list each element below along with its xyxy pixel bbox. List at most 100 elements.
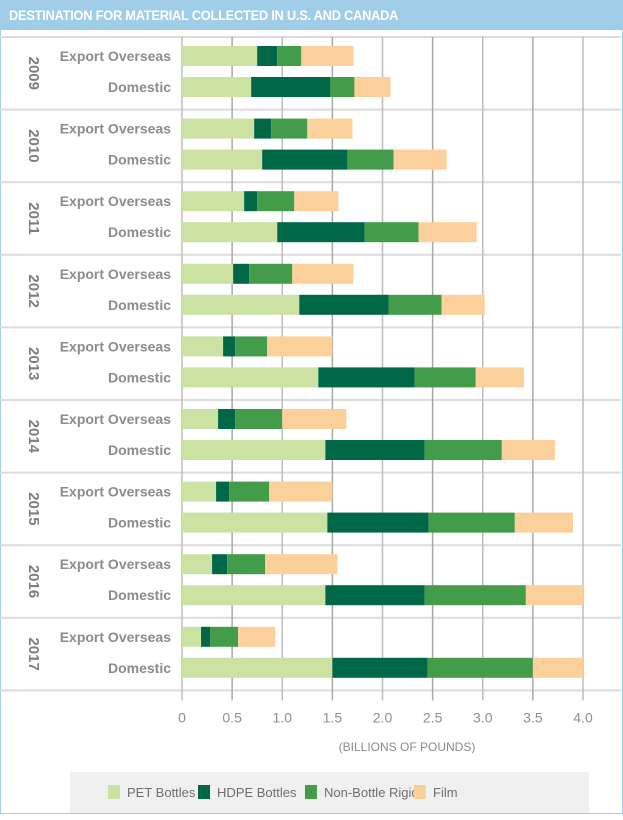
x-tick-label: 0 [178, 709, 186, 725]
legend-label: Film [433, 785, 458, 800]
bar-segment [182, 585, 326, 606]
bar-segment [325, 440, 425, 460]
x-axis: 0 0.5 1.0 1.5 2.0 2.5 3.0 3.5 4.0 [178, 709, 593, 725]
legend-label: HDPE Bottles [217, 785, 297, 800]
category-label: Export Overseas [60, 121, 171, 137]
year-label: 2016 [25, 565, 42, 598]
bar-segment [307, 118, 353, 139]
x-tick-label: 2.0 [373, 709, 393, 725]
bar-segment [318, 367, 415, 388]
bar-segment [218, 409, 236, 429]
x-tick-label: 0.5 [222, 709, 242, 725]
year-label: 2015 [25, 492, 42, 525]
bar-segment [277, 222, 365, 243]
legend-swatch [305, 785, 317, 799]
bar-segment [525, 585, 583, 606]
bar-segment [182, 336, 224, 357]
bar-segment [201, 626, 211, 647]
bar-segment [428, 512, 515, 533]
bar-segment [267, 336, 333, 357]
bar-segment [210, 626, 239, 647]
year-label: 2017 [25, 637, 42, 670]
category-label: Export Overseas [60, 338, 171, 354]
bar-segment [251, 77, 331, 97]
category-label: Domestic [108, 297, 171, 313]
bar-segment [262, 149, 348, 170]
chart-title: DESTINATION FOR MATERIAL COLLECTED IN U.… [9, 7, 399, 23]
legend-swatch [414, 785, 426, 799]
x-axis-title: (BILLIONS OF POUNDS) [339, 740, 476, 754]
bar-segment [427, 657, 533, 678]
bar-segment [182, 118, 255, 139]
bar-segment [265, 554, 338, 575]
bar-segment [182, 222, 278, 243]
category-label: Domestic [108, 152, 171, 168]
bar-segment [182, 657, 333, 678]
bar-segment [182, 409, 219, 429]
x-tick-label: 1.0 [273, 709, 293, 725]
bar-segment [182, 191, 245, 212]
bar-segment [325, 585, 425, 606]
bar-segment [294, 191, 339, 212]
legend-label: Non-Bottle Rigids [324, 785, 426, 800]
legend-label: PET Bottles [127, 785, 196, 800]
bar-segment [424, 440, 502, 460]
year-label: 2012 [25, 274, 42, 307]
bar-segment [257, 46, 278, 66]
category-label: Export Overseas [60, 266, 171, 282]
legend: PET Bottles HDPE Bottles Non-Bottle Rigids… [108, 785, 458, 800]
bar-segment [212, 554, 228, 575]
bar-segment [182, 512, 328, 533]
bar-segment [254, 118, 272, 139]
category-label: Domestic [108, 442, 171, 458]
legend-background [70, 772, 589, 813]
x-tick-label: 3.5 [523, 709, 543, 725]
bar-segment [182, 440, 326, 460]
bar-segment [269, 481, 333, 502]
bar-segment [347, 149, 394, 170]
x-tick-label: 1.5 [323, 709, 343, 725]
bar-segment [292, 263, 354, 284]
bar-segment [182, 46, 258, 66]
bar-segment [223, 336, 236, 357]
bar-segment [354, 77, 391, 97]
x-tick-label: 3.0 [473, 709, 493, 725]
bar-segment [330, 77, 355, 97]
bar-segment [414, 367, 476, 388]
bar-segment [301, 46, 354, 66]
legend-swatch [108, 785, 120, 799]
bar-segment [182, 149, 263, 170]
year-label: 2014 [25, 420, 42, 454]
bar-segment [282, 409, 347, 429]
bar-segment [182, 626, 202, 647]
bar-segment [235, 336, 268, 357]
bar-segment [327, 512, 429, 533]
title-bar: DESTINATION FOR MATERIAL COLLECTED IN U.… [0, 0, 623, 30]
legend-swatch [198, 785, 210, 799]
bar-segment [182, 554, 213, 575]
bar-segment [235, 409, 283, 429]
bar-segment [227, 554, 266, 575]
bar-segment [388, 294, 442, 315]
bar-segment [216, 481, 230, 502]
category-label: Export Overseas [60, 556, 171, 572]
bar-segment [182, 481, 217, 502]
year-label: 2010 [25, 129, 42, 162]
year-label: 2011 [25, 202, 42, 235]
bar-segment [299, 294, 389, 315]
bar-segment [393, 149, 447, 170]
bar-segment [441, 294, 485, 315]
bar-segment [244, 191, 258, 212]
bar-segment [249, 263, 293, 284]
bar-segment [475, 367, 524, 388]
bar-segment [332, 657, 428, 678]
x-tick-label: 4.0 [573, 709, 593, 725]
category-label: Export Overseas [60, 48, 171, 64]
x-tick-label: 2.5 [423, 709, 443, 725]
bar-segment [532, 657, 583, 678]
labels-layer: 2009 Export Overseas Domestic 2010 Export Ov… [25, 48, 171, 676]
category-label: Export Overseas [60, 484, 171, 500]
category-label: Export Overseas [60, 411, 171, 427]
bar-segment [418, 222, 477, 243]
bar-segment [182, 77, 252, 97]
